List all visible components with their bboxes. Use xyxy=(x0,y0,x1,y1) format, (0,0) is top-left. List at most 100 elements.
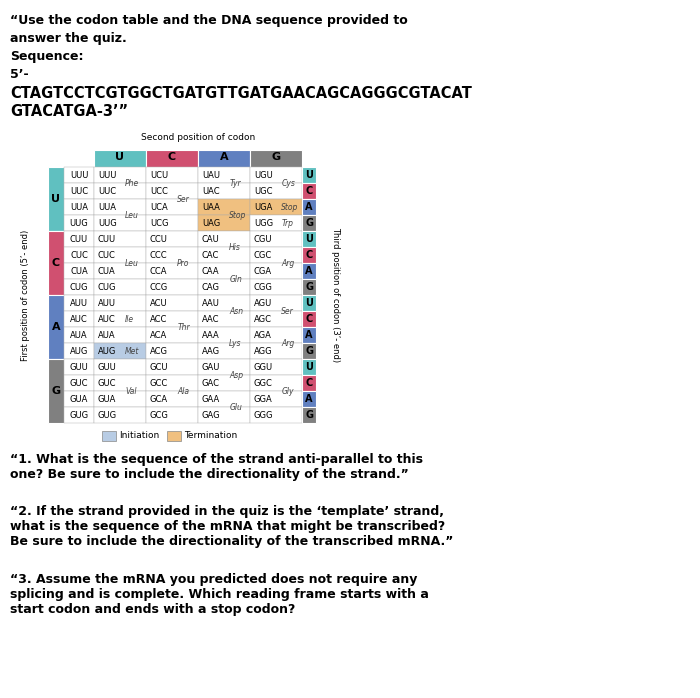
Text: Gly: Gly xyxy=(281,387,294,396)
Bar xyxy=(94,375,146,391)
Text: UUC: UUC xyxy=(98,186,116,195)
Text: CAG: CAG xyxy=(202,283,220,292)
Text: AGU: AGU xyxy=(254,299,272,308)
Bar xyxy=(146,295,198,311)
Text: UUA: UUA xyxy=(98,202,116,211)
Text: U: U xyxy=(305,362,313,372)
Text: U: U xyxy=(52,194,60,204)
Bar xyxy=(94,407,146,423)
Bar xyxy=(64,183,94,199)
Text: Initiation: Initiation xyxy=(119,431,160,440)
Text: AGG: AGG xyxy=(254,346,272,355)
Text: Sequence:: Sequence: xyxy=(10,50,83,63)
Text: Leu: Leu xyxy=(125,258,139,267)
Bar xyxy=(146,215,198,231)
Text: His: His xyxy=(229,242,241,251)
Bar xyxy=(64,375,94,391)
Bar xyxy=(250,215,302,231)
Bar xyxy=(250,295,302,311)
Bar xyxy=(198,215,250,231)
Bar xyxy=(198,391,250,407)
Text: C: C xyxy=(305,250,313,260)
Text: A: A xyxy=(305,394,313,404)
Bar xyxy=(146,327,198,343)
Bar xyxy=(146,150,198,167)
Bar xyxy=(48,167,64,231)
Text: CAU: CAU xyxy=(202,235,220,244)
Text: Gln: Gln xyxy=(229,274,242,283)
Text: UUC: UUC xyxy=(70,186,88,195)
Text: G: G xyxy=(305,282,313,292)
Bar xyxy=(250,247,302,263)
Text: Leu: Leu xyxy=(125,211,139,219)
Text: GGU: GGU xyxy=(254,362,273,371)
Text: UGC: UGC xyxy=(254,186,272,195)
Text: UCC: UCC xyxy=(150,186,168,195)
Text: GUA: GUA xyxy=(70,394,88,403)
Text: CCU: CCU xyxy=(150,235,168,244)
Text: Asp: Asp xyxy=(229,371,244,380)
Bar xyxy=(302,231,316,247)
Text: GCG: GCG xyxy=(150,410,169,419)
Text: Lys: Lys xyxy=(229,339,241,348)
Text: U: U xyxy=(116,152,125,162)
Bar xyxy=(64,167,94,183)
Text: ACC: ACC xyxy=(150,315,167,323)
Bar xyxy=(302,183,316,199)
Bar xyxy=(146,231,198,247)
Text: AGC: AGC xyxy=(254,315,272,323)
Text: “2. If the strand provided in the quiz is the ‘template’ strand,
what is the seq: “2. If the strand provided in the quiz i… xyxy=(10,505,454,548)
Bar xyxy=(64,407,94,423)
Text: AAA: AAA xyxy=(202,330,220,339)
Bar xyxy=(198,375,250,391)
Text: C: C xyxy=(305,378,313,388)
Text: CCC: CCC xyxy=(150,251,167,260)
Text: UGU: UGU xyxy=(254,170,273,179)
Text: CUA: CUA xyxy=(98,267,116,276)
Bar xyxy=(146,167,198,183)
Text: G: G xyxy=(305,346,313,356)
Bar xyxy=(198,247,250,263)
Bar xyxy=(250,231,302,247)
Text: GUU: GUU xyxy=(69,362,88,371)
Text: AUA: AUA xyxy=(98,330,116,339)
Bar xyxy=(146,247,198,263)
Text: Termination: Termination xyxy=(184,431,237,440)
Bar xyxy=(94,391,146,407)
Bar xyxy=(302,215,316,231)
Text: AUG: AUG xyxy=(98,346,116,355)
Text: Phe: Phe xyxy=(125,179,139,188)
Bar xyxy=(250,279,302,295)
Text: 5’-: 5’- xyxy=(10,68,29,81)
Text: UAA: UAA xyxy=(202,202,220,211)
Bar xyxy=(302,199,316,215)
Bar xyxy=(64,391,94,407)
Text: GCA: GCA xyxy=(150,394,168,403)
Text: UCA: UCA xyxy=(150,202,168,211)
Text: GAA: GAA xyxy=(202,394,220,403)
Bar xyxy=(102,431,116,441)
Bar xyxy=(302,407,316,423)
Text: UGA: UGA xyxy=(254,202,272,211)
Text: CCA: CCA xyxy=(150,267,167,276)
Bar xyxy=(302,247,316,263)
Text: CUC: CUC xyxy=(70,251,88,260)
Bar xyxy=(64,199,94,215)
Text: Tyr: Tyr xyxy=(229,179,241,188)
Text: GUC: GUC xyxy=(98,378,116,387)
Text: G: G xyxy=(272,152,281,162)
Bar xyxy=(167,431,181,441)
Text: G: G xyxy=(51,386,61,396)
Text: A: A xyxy=(220,152,228,162)
Text: AUA: AUA xyxy=(70,330,88,339)
Text: Trp: Trp xyxy=(281,218,293,228)
Bar xyxy=(302,295,316,311)
Text: GAC: GAC xyxy=(202,378,220,387)
Text: C: C xyxy=(305,186,313,196)
Text: UUU: UUU xyxy=(98,170,116,179)
Text: CUA: CUA xyxy=(70,267,88,276)
Text: GGC: GGC xyxy=(254,378,273,387)
Text: AUU: AUU xyxy=(98,299,116,308)
Bar xyxy=(198,167,250,183)
Bar xyxy=(302,311,316,327)
